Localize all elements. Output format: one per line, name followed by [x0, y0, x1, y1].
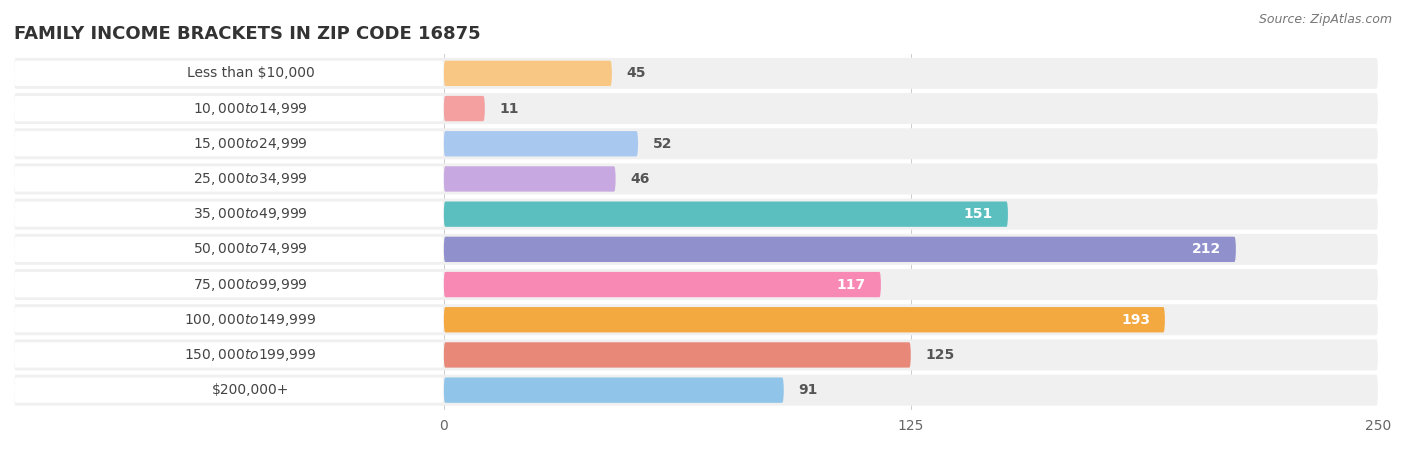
FancyBboxPatch shape — [444, 272, 882, 297]
Text: 91: 91 — [799, 383, 818, 397]
FancyBboxPatch shape — [444, 166, 616, 192]
FancyBboxPatch shape — [14, 166, 444, 192]
FancyBboxPatch shape — [14, 307, 444, 333]
FancyBboxPatch shape — [14, 163, 1378, 194]
Text: 52: 52 — [652, 137, 672, 151]
FancyBboxPatch shape — [444, 307, 1166, 333]
Text: $200,000+: $200,000+ — [212, 383, 290, 397]
FancyBboxPatch shape — [444, 96, 485, 121]
FancyBboxPatch shape — [14, 202, 444, 227]
Text: 193: 193 — [1121, 313, 1150, 327]
FancyBboxPatch shape — [444, 342, 911, 368]
FancyBboxPatch shape — [14, 269, 1378, 300]
FancyBboxPatch shape — [444, 202, 1008, 227]
Text: Source: ZipAtlas.com: Source: ZipAtlas.com — [1258, 14, 1392, 27]
FancyBboxPatch shape — [14, 93, 1378, 124]
Text: $25,000 to $34,999: $25,000 to $34,999 — [193, 171, 308, 187]
FancyBboxPatch shape — [444, 61, 612, 86]
Text: $100,000 to $149,999: $100,000 to $149,999 — [184, 312, 316, 328]
Text: 45: 45 — [627, 66, 647, 81]
Text: $15,000 to $24,999: $15,000 to $24,999 — [193, 136, 308, 152]
FancyBboxPatch shape — [14, 58, 1378, 89]
Text: 11: 11 — [499, 102, 519, 116]
Text: $10,000 to $14,999: $10,000 to $14,999 — [193, 100, 308, 117]
FancyBboxPatch shape — [14, 375, 1378, 405]
FancyBboxPatch shape — [14, 339, 1378, 370]
Text: $75,000 to $99,999: $75,000 to $99,999 — [193, 277, 308, 292]
Text: FAMILY INCOME BRACKETS IN ZIP CODE 16875: FAMILY INCOME BRACKETS IN ZIP CODE 16875 — [14, 26, 481, 44]
FancyBboxPatch shape — [444, 378, 783, 403]
Text: $50,000 to $74,999: $50,000 to $74,999 — [193, 241, 308, 257]
Text: 125: 125 — [925, 348, 955, 362]
Text: $150,000 to $199,999: $150,000 to $199,999 — [184, 347, 316, 363]
FancyBboxPatch shape — [14, 96, 444, 121]
Text: 212: 212 — [1192, 243, 1220, 256]
FancyBboxPatch shape — [14, 128, 1378, 159]
FancyBboxPatch shape — [14, 342, 444, 368]
FancyBboxPatch shape — [14, 272, 444, 297]
Text: 117: 117 — [837, 278, 866, 292]
FancyBboxPatch shape — [14, 237, 444, 262]
FancyBboxPatch shape — [14, 304, 1378, 335]
FancyBboxPatch shape — [14, 234, 1378, 265]
FancyBboxPatch shape — [444, 131, 638, 157]
Text: 151: 151 — [963, 207, 993, 221]
FancyBboxPatch shape — [14, 378, 444, 403]
FancyBboxPatch shape — [14, 198, 1378, 230]
Text: $35,000 to $49,999: $35,000 to $49,999 — [193, 206, 308, 222]
Text: 46: 46 — [630, 172, 650, 186]
FancyBboxPatch shape — [14, 61, 444, 86]
FancyBboxPatch shape — [14, 131, 444, 157]
Text: Less than $10,000: Less than $10,000 — [187, 66, 315, 81]
FancyBboxPatch shape — [444, 237, 1236, 262]
